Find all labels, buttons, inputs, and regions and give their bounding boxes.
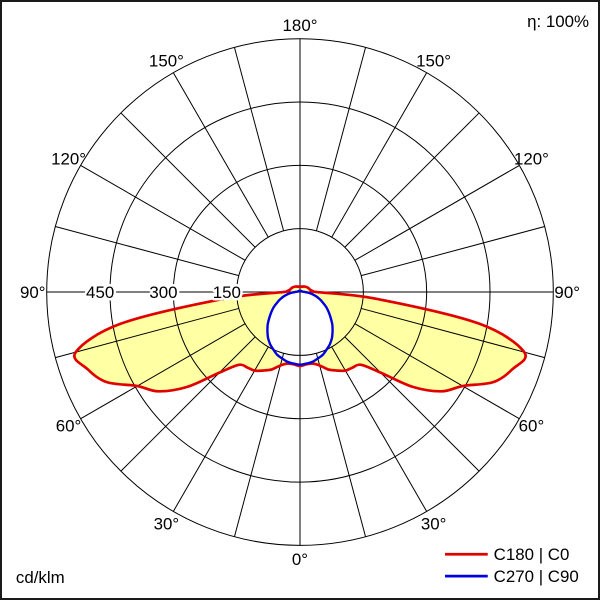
curve-c180-c0 [73, 285, 527, 393]
grid-spoke-240 [80, 164, 246, 261]
legend-label-c270-c90: C270 | C90 [494, 567, 579, 586]
radial-ticks: 150 300 450 [84, 281, 244, 305]
grid-spoke-30 [331, 346, 428, 512]
angle-label-120-left: 120° [51, 149, 86, 168]
polar-grid [46, 38, 554, 546]
angle-label-30-right: 30° [421, 514, 447, 533]
grid-spoke-210 [172, 72, 269, 238]
grid-spoke-345 [233, 353, 285, 537]
grid-spoke-105 [361, 226, 545, 277]
grid-spoke-315 [120, 336, 256, 472]
curve-c270-c90 [266, 289, 334, 366]
angle-label-0: 0° [292, 550, 308, 569]
grid-spoke-285 [55, 307, 239, 359]
angle-label-150-right: 150° [416, 52, 451, 71]
grid-spoke-225 [120, 112, 256, 248]
angle-label-90-left: 90° [20, 283, 46, 302]
angle-label-120-right: 120° [514, 149, 549, 168]
radial-tick-150: 150 [213, 283, 241, 302]
unit-label: cd/klm [16, 568, 65, 587]
grid-spoke-195 [233, 47, 285, 231]
legend: C180 | C0 C270 | C90 [445, 545, 579, 586]
efficiency-label: η: 100% [527, 12, 589, 31]
angle-label-150-left: 150° [149, 52, 184, 71]
grid-spoke-300 [80, 323, 246, 420]
grid-spoke-255 [55, 226, 239, 277]
legend-label-c180-c0: C180 | C0 [494, 545, 570, 564]
angle-label-90-right: 90° [554, 283, 580, 302]
grid-spoke-75 [361, 307, 545, 359]
angle-label-30-left: 30° [154, 514, 180, 533]
grid-spoke-45 [344, 336, 480, 472]
angle-label-60-left: 60° [56, 417, 82, 436]
grid-spoke-165 [315, 47, 367, 231]
angle-label-60-right: 60° [519, 417, 545, 436]
grid-spoke-60 [354, 323, 520, 420]
grid-spoke-135 [344, 112, 480, 248]
grid-spoke-330 [172, 346, 269, 512]
angle-label-180: 180° [283, 16, 318, 35]
radial-tick-300: 300 [149, 283, 177, 302]
radial-tick-450: 450 [86, 283, 114, 302]
grid-spoke-15 [315, 353, 367, 537]
angle-labels: 0° 30° 30° 60° 60° 90° 90° 120° 120° 150° 150° 180° [20, 16, 580, 569]
grid-spoke-150 [331, 72, 428, 238]
grid-spoke-120 [354, 164, 520, 261]
curves [73, 285, 527, 393]
